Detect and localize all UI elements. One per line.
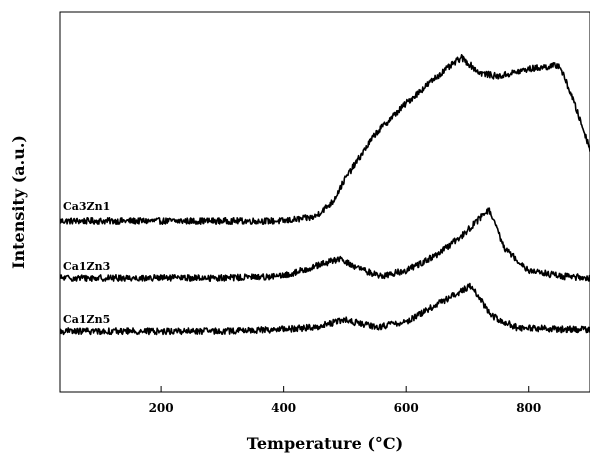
x-axis-label: Temperature (°C) xyxy=(247,434,403,453)
x-tick-label: 200 xyxy=(149,401,174,415)
y-axis-label: Intensity (a.u.) xyxy=(9,135,28,269)
series-line-ca1zn3 xyxy=(60,207,590,282)
plot-frame xyxy=(59,11,590,393)
series-layer xyxy=(60,54,590,336)
series-label-ca1zn3: Ca1Zn3 xyxy=(63,260,110,273)
x-axis-ticks: 200 400 600 800 xyxy=(149,386,541,415)
series-label-ca3zn1: Ca3Zn1 xyxy=(63,200,110,213)
series-label-ca1zn5: Ca1Zn5 xyxy=(63,313,110,326)
x-tick-label: 600 xyxy=(394,401,419,415)
series-line-ca3zn1 xyxy=(60,54,590,226)
x-tick-label: 800 xyxy=(516,401,541,415)
x-tick-label: 400 xyxy=(271,401,296,415)
series-line-ca1zn5 xyxy=(60,282,590,336)
